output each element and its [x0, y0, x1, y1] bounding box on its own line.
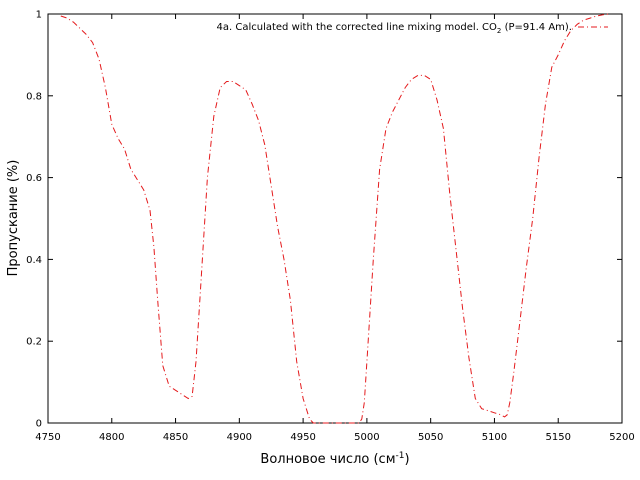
x-axis-ticks: 4750 4800 4850 4900 4950 5000 5050 5100 5150 5200 [35, 14, 635, 443]
x-tick-label: 4850 [163, 432, 188, 443]
y-axis-ticks: 0 0.2 0.4 0.6 0.8 1 [26, 10, 622, 430]
x-axis-label-close: ) [404, 452, 409, 467]
y-tick-label: 0.6 [26, 173, 42, 184]
legend-subscript: 2 [497, 27, 501, 35]
x-axis-label: Волновое число (см-1) [260, 451, 409, 467]
x-tick-label: 4950 [290, 432, 315, 443]
y-tick-label: 1 [36, 10, 42, 21]
x-tick-label: 4750 [35, 432, 60, 443]
x-axis-label-main: Волновое число (см [260, 452, 395, 467]
x-tick-label: 5100 [482, 432, 507, 443]
legend-suffix: (P=91.4 Am). [501, 22, 572, 33]
x-tick-label: 5000 [354, 432, 379, 443]
x-tick-label: 4900 [227, 432, 252, 443]
y-tick-label: 0 [36, 419, 42, 430]
y-tick-label: 0.2 [26, 337, 42, 348]
x-tick-label: 5200 [609, 432, 634, 443]
legend-label: 4a. Calculated with the corrected line m… [217, 22, 573, 35]
x-tick-label: 5050 [418, 432, 443, 443]
y-axis-label: Пропускание (%) [6, 160, 21, 277]
y-tick-label: 0.4 [26, 255, 42, 266]
x-tick-label: 4800 [99, 432, 124, 443]
legend-prefix: 4a. Calculated with the corrected line m… [217, 22, 498, 33]
x-axis-label-sup: -1 [396, 451, 405, 461]
series-line [60, 13, 610, 424]
plot-frame [47, 13, 623, 424]
legend: 4a. Calculated with the corrected line m… [217, 22, 608, 35]
x-tick-label: 5150 [545, 432, 570, 443]
y-tick-label: 0.8 [26, 91, 42, 102]
